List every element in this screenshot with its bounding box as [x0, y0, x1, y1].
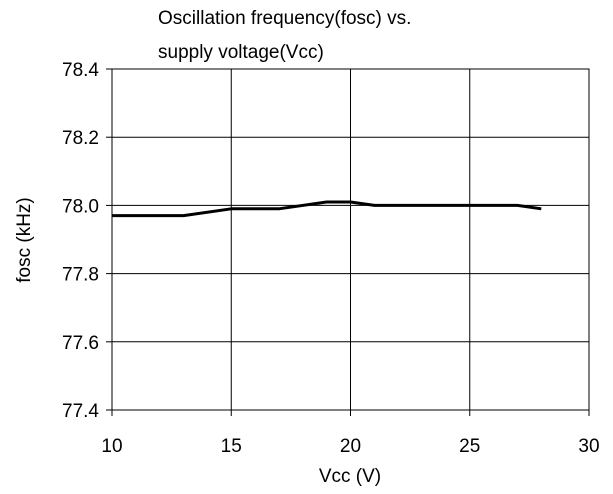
- y-tick-label: 78.4: [62, 60, 99, 81]
- tick-labels: 10 15 20 25 30 77.4 77.6 77.8 78.0 78.2 78.4: [62, 60, 600, 457]
- x-tick-label: 15: [221, 436, 242, 457]
- x-tick-label: 20: [340, 436, 361, 457]
- y-tick-label: 77.8: [62, 265, 99, 286]
- x-axis-label: Vcc (V): [319, 466, 381, 487]
- y-tick-label: 77.4: [62, 401, 99, 422]
- plot-frame: [111, 68, 590, 411]
- y-tick-label: 77.6: [62, 333, 99, 354]
- series-line: [112, 200, 542, 218]
- x-tick-label: 25: [459, 436, 480, 457]
- chart-title-line-1: Oscillation frequency(fosc) vs.: [158, 8, 411, 29]
- grid: [106, 68, 590, 416]
- y-tick-label: 78.2: [62, 128, 99, 149]
- y-tick-label: 78.0: [62, 196, 99, 217]
- x-tick-label: 30: [578, 436, 599, 457]
- y-axis-label: fosc (kHz): [14, 197, 35, 283]
- series-group: [112, 200, 542, 218]
- chart-title-line-2: supply voltage(Vcc): [158, 42, 324, 63]
- x-tick-label: 10: [101, 436, 122, 457]
